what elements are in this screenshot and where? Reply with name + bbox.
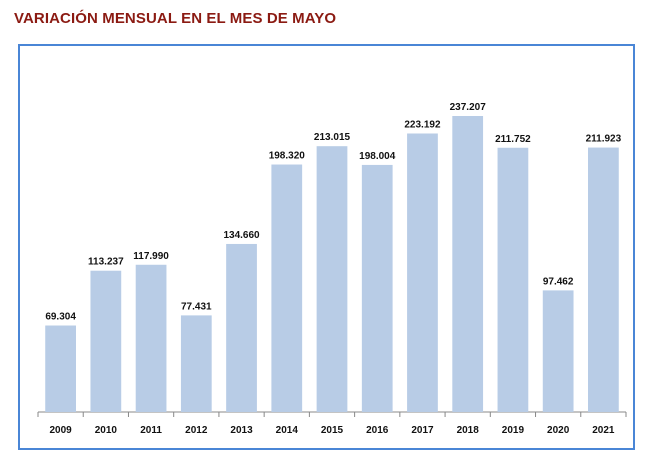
data-label: 211.752 (495, 134, 531, 145)
bar (497, 147, 529, 412)
data-label: 97.462 (543, 276, 574, 287)
data-label: 77.431 (181, 301, 212, 312)
x-tick-label: 2012 (185, 425, 208, 436)
x-tick-label: 2013 (230, 425, 253, 436)
bar (90, 270, 122, 412)
data-label: 237.207 (450, 102, 487, 113)
bar (588, 147, 619, 412)
data-label: 223.192 (404, 119, 441, 130)
x-tick-label: 2010 (95, 425, 118, 436)
bar (271, 164, 303, 412)
bar (452, 116, 484, 412)
bar (407, 133, 438, 412)
bar (135, 264, 167, 412)
data-label: 198.320 (269, 151, 306, 162)
bar (226, 243, 257, 412)
chart-title: VARIACIÓN MENSUAL EN EL MES DE MAYO (14, 10, 337, 27)
data-label: 69.304 (45, 312, 76, 323)
x-tick-label: 2014 (276, 425, 299, 436)
bar (542, 290, 574, 412)
x-tick-label: 2009 (49, 425, 72, 436)
bar (316, 146, 348, 412)
data-label: 213.015 (314, 132, 351, 143)
x-tick-label: 2021 (592, 425, 615, 436)
data-label: 117.990 (133, 251, 169, 262)
bar (180, 315, 212, 412)
x-tick-label: 2019 (502, 425, 525, 436)
data-label: 134.660 (223, 230, 260, 241)
x-tick-label: 2015 (321, 425, 344, 436)
x-tick-label: 2017 (411, 425, 434, 436)
x-tick-label: 2020 (547, 425, 570, 436)
chart-frame: 69.304 2009 113.237 2010 117.990 2011 77.431 20… (18, 44, 635, 450)
bar (45, 325, 76, 412)
bar-chart: 69.304 2009 113.237 2010 117.990 2011 77.431 20… (37, 102, 627, 436)
bar (361, 164, 393, 412)
x-tick-label: 2011 (140, 425, 162, 436)
x-tick-label: 2016 (366, 425, 389, 436)
data-label: 211.923 (586, 134, 622, 145)
data-label: 198.004 (359, 151, 396, 162)
x-tick-label: 2018 (457, 425, 480, 436)
data-label: 113.237 (88, 257, 124, 268)
